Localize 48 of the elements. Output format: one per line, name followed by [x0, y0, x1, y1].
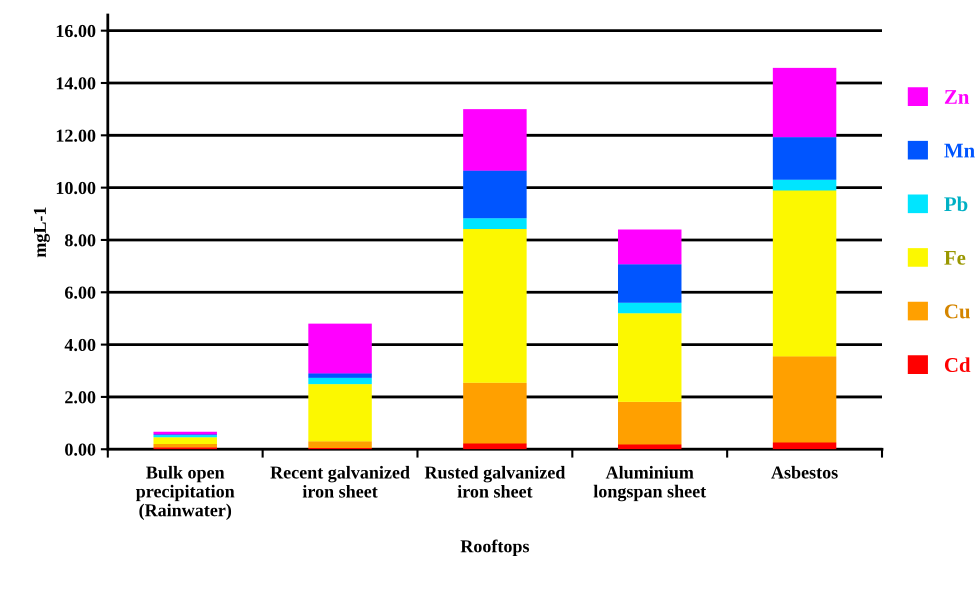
- legend-label: Cu: [944, 304, 970, 318]
- y-tick-label: 6.00: [65, 286, 96, 299]
- x-tick-label: Rusted galvanized iron sheet: [424, 466, 566, 498]
- x-axis-title: Rooftops: [460, 539, 530, 556]
- bar: [618, 444, 682, 450]
- bar: [463, 443, 527, 450]
- bar: [463, 218, 527, 229]
- legend-label: Cd: [944, 357, 970, 372]
- bar: [772, 68, 836, 138]
- bar: [772, 442, 836, 450]
- legend-label: Fe: [944, 250, 966, 265]
- y-tick-label: 12.00: [56, 130, 96, 142]
- legend-label: Mn: [944, 144, 975, 158]
- y-tick-label: 0.00: [65, 444, 96, 456]
- bar: [153, 432, 217, 434]
- x-tick-label: Bulk open precipitation (Rainwater): [136, 466, 234, 520]
- bar: [463, 170, 527, 218]
- bar: [772, 356, 836, 442]
- bar: [463, 228, 527, 383]
- bar: [618, 264, 682, 303]
- bar: [618, 313, 682, 402]
- bar: [308, 324, 372, 374]
- bar: [463, 109, 527, 171]
- y-tick-label: 8.00: [65, 234, 96, 246]
- bar: [308, 378, 372, 384]
- bar: [153, 444, 217, 448]
- y-tick-label: 16.00: [56, 24, 96, 38]
- bar: [772, 190, 836, 356]
- y-tick-label: 4.00: [64, 338, 96, 352]
- bar: [772, 137, 836, 180]
- y-tick-label: 2.00: [65, 391, 96, 404]
- bar: [772, 180, 836, 191]
- bar: [618, 302, 682, 314]
- bar: [308, 384, 372, 442]
- bar: [463, 382, 527, 444]
- legend-label: Zn: [944, 90, 970, 104]
- y-axis-title: mgL-1: [34, 207, 50, 258]
- x-tick-label: Recent galvanized iron sheet: [270, 466, 410, 498]
- legend-label: Pb: [944, 196, 968, 212]
- bar: [308, 441, 372, 448]
- y-tick-label: 10.00: [56, 182, 96, 194]
- bar: [618, 229, 682, 264]
- bar: [308, 373, 372, 378]
- y-tick-label: 14.00: [56, 77, 96, 90]
- bar: [153, 437, 217, 444]
- x-tick-label: Aluminium longspan sheet: [594, 466, 706, 502]
- bar: [618, 402, 682, 445]
- x-tick-label: Asbestos: [771, 466, 838, 479]
